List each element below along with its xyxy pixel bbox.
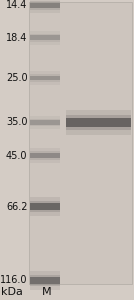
Bar <box>30 74 60 82</box>
Bar <box>30 1 60 10</box>
Bar <box>30 152 60 160</box>
Text: 45.0: 45.0 <box>6 151 27 160</box>
Bar <box>30 203 60 210</box>
Bar <box>30 76 60 80</box>
Text: 14.4: 14.4 <box>6 0 27 11</box>
Bar <box>30 116 60 129</box>
Bar <box>30 278 60 284</box>
Bar <box>30 71 60 85</box>
Bar <box>66 118 131 127</box>
Bar <box>30 31 60 45</box>
Text: kDa: kDa <box>1 287 23 297</box>
Bar <box>30 0 60 14</box>
Bar <box>30 118 60 126</box>
Text: 116.0: 116.0 <box>0 275 27 286</box>
Bar <box>30 3 60 8</box>
Bar <box>30 197 60 216</box>
Bar <box>30 271 60 290</box>
Bar <box>30 34 60 42</box>
Bar <box>66 115 131 130</box>
Text: M: M <box>41 287 51 297</box>
Bar <box>30 275 60 286</box>
Bar <box>66 110 131 135</box>
Bar <box>30 201 60 212</box>
Bar <box>30 120 60 125</box>
Text: 25.0: 25.0 <box>6 73 27 83</box>
Text: 35.0: 35.0 <box>6 118 27 128</box>
Text: 18.4: 18.4 <box>6 33 27 43</box>
Bar <box>30 148 60 163</box>
Bar <box>30 35 60 40</box>
Text: 66.2: 66.2 <box>6 202 27 212</box>
Bar <box>29 2 132 283</box>
Bar <box>30 153 60 158</box>
